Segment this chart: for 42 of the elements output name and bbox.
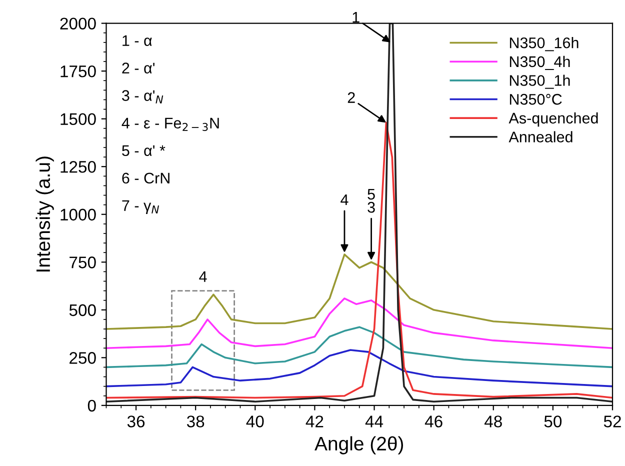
line-series [106, 349, 612, 388]
line-series [106, 254, 612, 330]
annotation: 7 - γ$_{N}$ [122, 200, 160, 214]
x-tick-label: 36 [127, 416, 145, 428]
x-tick-label: 50 [544, 416, 562, 428]
y-tick-label: 1250 [60, 160, 96, 173]
x-tick-label: 44 [365, 416, 384, 428]
annotation: 4 - ε - Fe$_{2−3}$N [122, 118, 219, 131]
annotation: 1 - α [122, 35, 152, 46]
annotation: 1 [352, 12, 360, 23]
y-tick-label: 750 [70, 256, 96, 268]
legend-label: N350°C [510, 94, 562, 105]
legend-label: N350_16h [510, 37, 578, 52]
x-tick-label: 40 [246, 416, 264, 428]
y-axis-title: Intensity (a.u) [36, 156, 54, 272]
y-tick-label: 1500 [60, 113, 96, 126]
y-tick-label: 500 [69, 304, 96, 316]
x-axis-title: Angle (2θ) [314, 436, 404, 454]
line-series [106, 298, 612, 350]
annotation: 5 3 [368, 188, 375, 213]
annotation: 2 [348, 92, 355, 103]
y-tick-label: 1000 [60, 208, 96, 221]
y-tick-label: 0 [88, 400, 96, 412]
annotation: 6 - CrN [122, 172, 170, 184]
legend-label: Annealed [508, 131, 572, 142]
x-tick-label: 52 [604, 416, 621, 428]
x-tick-label: 38 [186, 416, 204, 428]
y-tick-label: 2000 [60, 18, 96, 30]
legend-label: As-quenched [508, 112, 598, 127]
legend-label: N350_1h [510, 74, 570, 89]
y-tick-label: 250 [70, 352, 96, 364]
legend-label: N350_4h [510, 56, 570, 70]
annotation: 4 [340, 194, 348, 205]
x-tick-label: 48 [484, 416, 502, 428]
annotation: 4 [199, 271, 207, 282]
annotation: 3 - α'$_{N}$ [122, 90, 164, 104]
annotation: 5 - α' * [122, 145, 166, 156]
annotation: 2 - α' [122, 62, 154, 74]
x-tick-label: 42 [306, 416, 324, 428]
y-tick-label: 1750 [60, 65, 96, 78]
line-series [106, 326, 612, 368]
x-tick-label: 46 [424, 416, 442, 428]
